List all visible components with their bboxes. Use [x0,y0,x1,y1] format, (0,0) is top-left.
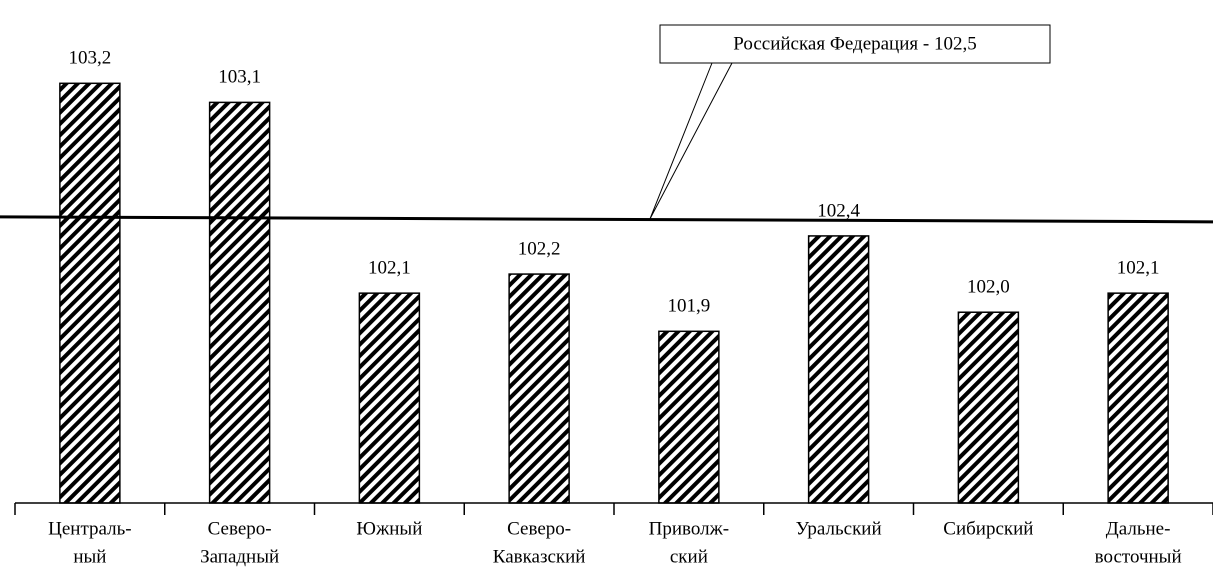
bar [1107,292,1169,504]
x-tick-label: Северо- [507,518,571,539]
x-tick-label: Централь- [48,518,131,539]
value-label: 102,0 [967,277,1010,298]
value-label: 101,9 [668,296,711,317]
x-tick-label: Дальне- [1106,518,1171,539]
bar [59,82,121,504]
value-label: 102,2 [518,238,561,259]
value-label: 102,1 [1117,258,1160,279]
bar [508,273,570,504]
x-tick-label: Южный [356,518,422,539]
value-label: 103,2 [69,48,112,69]
x-tick-label: Западный [200,546,279,567]
bar [658,330,720,504]
bar [358,292,421,504]
callout-box [659,24,1051,64]
reference-label: Российская Федерация - 102,5 [733,33,976,54]
bar [807,235,870,504]
x-tick-label: Уральский [796,518,882,539]
value-label: 102,1 [368,258,411,279]
value-label: 102,4 [817,200,860,221]
x-tick-label: восточный [1095,546,1182,567]
bar [957,311,1020,504]
value-label: 103,1 [218,67,261,88]
bar [208,101,271,504]
x-tick-label: Сибирский [943,518,1033,539]
callout-pointer [649,62,733,220]
reference-line [0,215,1213,224]
x-tick-label: ный [73,546,106,567]
x-tick-label: ский [670,546,708,567]
x-tick-label: Северо- [208,518,272,539]
x-tick-label: Приволж- [649,518,729,539]
x-tick-label: Кавказский [493,546,586,567]
